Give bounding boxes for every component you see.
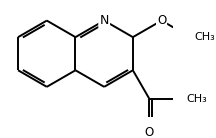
Text: CH₃: CH₃ bbox=[194, 32, 215, 42]
Text: N: N bbox=[100, 14, 109, 27]
Text: CH₃: CH₃ bbox=[187, 94, 207, 104]
Text: O: O bbox=[157, 14, 166, 27]
Text: O: O bbox=[145, 126, 154, 138]
